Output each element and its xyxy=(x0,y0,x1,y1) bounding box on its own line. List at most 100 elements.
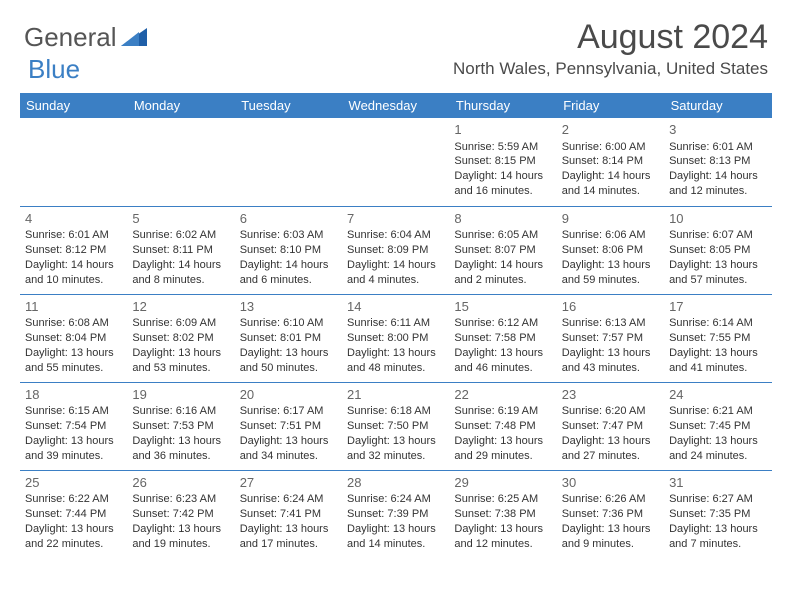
sunset-text: Sunset: 7:58 PM xyxy=(454,331,551,346)
calendar-day-cell: 29Sunrise: 6:25 AMSunset: 7:38 PMDayligh… xyxy=(449,470,556,558)
sunrise-text: Sunrise: 6:15 AM xyxy=(25,404,122,419)
day-number: 16 xyxy=(562,298,659,316)
dayname-header: Wednesday xyxy=(342,93,449,118)
calendar-day-cell: 6Sunrise: 6:03 AMSunset: 8:10 PMDaylight… xyxy=(235,206,342,294)
sunrise-text: Sunrise: 6:14 AM xyxy=(669,316,766,331)
calendar-day-cell: 8Sunrise: 6:05 AMSunset: 8:07 PMDaylight… xyxy=(449,206,556,294)
calendar-day-cell: 24Sunrise: 6:21 AMSunset: 7:45 PMDayligh… xyxy=(664,382,771,470)
sunset-text: Sunset: 8:02 PM xyxy=(132,331,229,346)
sunrise-text: Sunrise: 6:25 AM xyxy=(454,492,551,507)
day-number: 2 xyxy=(562,121,659,139)
calendar-day-cell: 31Sunrise: 6:27 AMSunset: 7:35 PMDayligh… xyxy=(664,470,771,558)
daylight-text: Daylight: 14 hours xyxy=(240,258,337,273)
daylight-text: and 12 minutes. xyxy=(454,537,551,552)
sunrise-text: Sunrise: 6:02 AM xyxy=(132,228,229,243)
daylight-text: and 46 minutes. xyxy=(454,361,551,376)
daylight-text: and 19 minutes. xyxy=(132,537,229,552)
calendar-day-cell: 23Sunrise: 6:20 AMSunset: 7:47 PMDayligh… xyxy=(557,382,664,470)
sunrise-text: Sunrise: 6:00 AM xyxy=(562,140,659,155)
sunrise-text: Sunrise: 6:20 AM xyxy=(562,404,659,419)
dayname-header: Tuesday xyxy=(235,93,342,118)
sunrise-text: Sunrise: 6:16 AM xyxy=(132,404,229,419)
daylight-text: Daylight: 13 hours xyxy=(454,346,551,361)
day-number: 12 xyxy=(132,298,229,316)
daylight-text: Daylight: 13 hours xyxy=(562,346,659,361)
sunrise-text: Sunrise: 6:12 AM xyxy=(454,316,551,331)
daylight-text: Daylight: 13 hours xyxy=(240,522,337,537)
daylight-text: Daylight: 14 hours xyxy=(132,258,229,273)
sunset-text: Sunset: 7:53 PM xyxy=(132,419,229,434)
daylight-text: Daylight: 14 hours xyxy=(454,169,551,184)
sunrise-text: Sunrise: 6:11 AM xyxy=(347,316,444,331)
daylight-text: and 8 minutes. xyxy=(132,273,229,288)
daylight-text: Daylight: 13 hours xyxy=(240,434,337,449)
daylight-text: and 48 minutes. xyxy=(347,361,444,376)
sunrise-text: Sunrise: 6:19 AM xyxy=(454,404,551,419)
daylight-text: Daylight: 13 hours xyxy=(25,434,122,449)
sunrise-text: Sunrise: 6:01 AM xyxy=(669,140,766,155)
calendar-day-cell: 28Sunrise: 6:24 AMSunset: 7:39 PMDayligh… xyxy=(342,470,449,558)
day-number: 23 xyxy=(562,386,659,404)
sunset-text: Sunset: 7:50 PM xyxy=(347,419,444,434)
sunrise-text: Sunrise: 6:22 AM xyxy=(25,492,122,507)
sunset-text: Sunset: 7:45 PM xyxy=(669,419,766,434)
sunrise-text: Sunrise: 6:07 AM xyxy=(669,228,766,243)
sunset-text: Sunset: 7:41 PM xyxy=(240,507,337,522)
sunrise-text: Sunrise: 6:03 AM xyxy=(240,228,337,243)
calendar-day-cell: 26Sunrise: 6:23 AMSunset: 7:42 PMDayligh… xyxy=(127,470,234,558)
calendar-empty-cell xyxy=(342,118,449,206)
day-number: 22 xyxy=(454,386,551,404)
daylight-text: Daylight: 13 hours xyxy=(347,434,444,449)
daylight-text: and 43 minutes. xyxy=(562,361,659,376)
daylight-text: and 16 minutes. xyxy=(454,184,551,199)
day-number: 30 xyxy=(562,474,659,492)
sunrise-text: Sunrise: 6:24 AM xyxy=(347,492,444,507)
day-number: 1 xyxy=(454,121,551,139)
sunset-text: Sunset: 7:39 PM xyxy=(347,507,444,522)
logo-triangle-icon xyxy=(121,24,147,51)
logo-text-blue: Blue xyxy=(28,54,80,84)
calendar-day-cell: 30Sunrise: 6:26 AMSunset: 7:36 PMDayligh… xyxy=(557,470,664,558)
daylight-text: and 22 minutes. xyxy=(25,537,122,552)
day-number: 3 xyxy=(669,121,766,139)
dayname-header: Saturday xyxy=(664,93,771,118)
sunrise-text: Sunrise: 6:10 AM xyxy=(240,316,337,331)
daylight-text: and 59 minutes. xyxy=(562,273,659,288)
sunset-text: Sunset: 8:09 PM xyxy=(347,243,444,258)
calendar-table: SundayMondayTuesdayWednesdayThursdayFrid… xyxy=(20,93,772,558)
sunset-text: Sunset: 8:06 PM xyxy=(562,243,659,258)
day-number: 5 xyxy=(132,210,229,228)
daylight-text: Daylight: 13 hours xyxy=(454,434,551,449)
daylight-text: Daylight: 13 hours xyxy=(562,258,659,273)
daylight-text: and 2 minutes. xyxy=(454,273,551,288)
daylight-text: Daylight: 14 hours xyxy=(669,169,766,184)
sunset-text: Sunset: 8:01 PM xyxy=(240,331,337,346)
sunrise-text: Sunrise: 6:04 AM xyxy=(347,228,444,243)
page-title: August 2024 xyxy=(453,18,768,57)
calendar-day-cell: 18Sunrise: 6:15 AMSunset: 7:54 PMDayligh… xyxy=(20,382,127,470)
calendar-day-cell: 17Sunrise: 6:14 AMSunset: 7:55 PMDayligh… xyxy=(664,294,771,382)
sunrise-text: Sunrise: 6:09 AM xyxy=(132,316,229,331)
dayname-header: Thursday xyxy=(449,93,556,118)
sunrise-text: Sunrise: 6:08 AM xyxy=(25,316,122,331)
day-number: 7 xyxy=(347,210,444,228)
daylight-text: Daylight: 13 hours xyxy=(454,522,551,537)
title-block: August 2024 North Wales, Pennsylvania, U… xyxy=(453,18,768,79)
sunrise-text: Sunrise: 6:17 AM xyxy=(240,404,337,419)
calendar-week-row: 11Sunrise: 6:08 AMSunset: 8:04 PMDayligh… xyxy=(20,294,772,382)
calendar-week-row: 1Sunrise: 5:59 AMSunset: 8:15 PMDaylight… xyxy=(20,118,772,206)
calendar-day-cell: 14Sunrise: 6:11 AMSunset: 8:00 PMDayligh… xyxy=(342,294,449,382)
day-number: 8 xyxy=(454,210,551,228)
location-subtitle: North Wales, Pennsylvania, United States xyxy=(453,59,768,79)
daylight-text: and 10 minutes. xyxy=(25,273,122,288)
sunset-text: Sunset: 7:44 PM xyxy=(25,507,122,522)
dayname-header: Friday xyxy=(557,93,664,118)
calendar-day-cell: 2Sunrise: 6:00 AMSunset: 8:14 PMDaylight… xyxy=(557,118,664,206)
daylight-text: Daylight: 13 hours xyxy=(347,346,444,361)
calendar-body: 1Sunrise: 5:59 AMSunset: 8:15 PMDaylight… xyxy=(20,118,772,558)
sunrise-text: Sunrise: 6:27 AM xyxy=(669,492,766,507)
calendar-day-cell: 20Sunrise: 6:17 AMSunset: 7:51 PMDayligh… xyxy=(235,382,342,470)
daylight-text: and 12 minutes. xyxy=(669,184,766,199)
calendar-day-cell: 3Sunrise: 6:01 AMSunset: 8:13 PMDaylight… xyxy=(664,118,771,206)
daylight-text: Daylight: 13 hours xyxy=(132,522,229,537)
